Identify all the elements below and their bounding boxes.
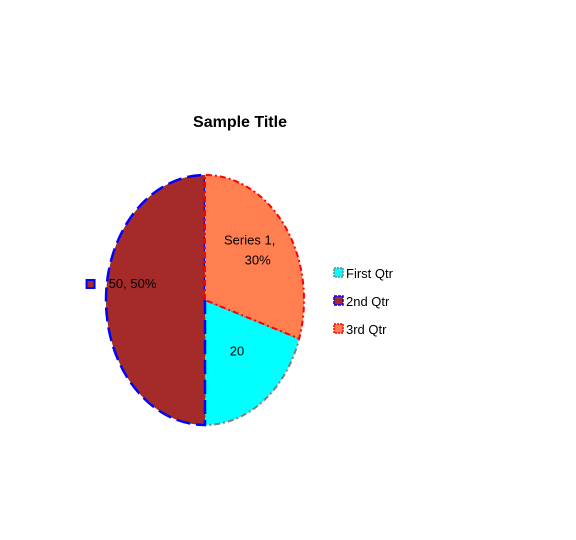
pie-slice-3rd-qtr — [204, 173, 305, 340]
data-labels: 20 50, 50% Series 1, 30% — [85, 232, 275, 359]
data-label: Series 1, 30% — [224, 232, 275, 267]
legend-swatch-icon — [333, 323, 344, 334]
legend-entry: First Qtr — [346, 266, 394, 281]
legend-swatch-icon — [333, 267, 344, 278]
pie-slice-2nd-qtr — [104, 173, 207, 427]
legend-swatch-icon — [333, 295, 344, 306]
legend: First Qtr 2nd Qtr 3rd Qtr — [333, 266, 394, 337]
legend-entry: 3rd Qtr — [346, 322, 387, 337]
data-label: 50, 50% — [109, 276, 157, 291]
pie-slice-first-qtr — [204, 298, 301, 427]
pie-slices — [104, 173, 305, 427]
chart-title: Sample Title — [193, 114, 287, 131]
data-label-key-icon — [85, 279, 96, 289]
legend-entry: 2nd Qtr — [346, 294, 390, 309]
data-label: 20 — [230, 344, 244, 359]
